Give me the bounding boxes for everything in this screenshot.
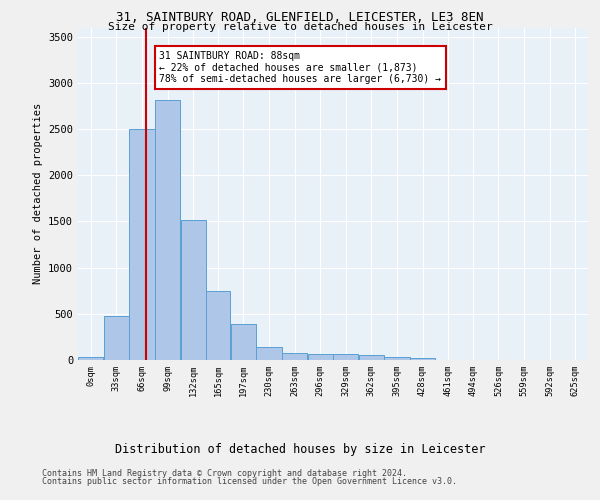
Bar bbox=[308, 354, 333, 360]
Bar bbox=[385, 357, 410, 360]
Y-axis label: Number of detached properties: Number of detached properties bbox=[32, 103, 43, 284]
Text: Contains HM Land Registry data © Crown copyright and database right 2024.: Contains HM Land Registry data © Crown c… bbox=[42, 468, 407, 477]
Bar bbox=[155, 100, 180, 360]
Bar bbox=[181, 220, 206, 360]
Bar bbox=[359, 355, 384, 360]
Bar bbox=[78, 357, 103, 360]
Text: Distribution of detached houses by size in Leicester: Distribution of detached houses by size … bbox=[115, 442, 485, 456]
Bar bbox=[333, 354, 358, 360]
Bar bbox=[206, 290, 230, 360]
Text: 31, SAINTBURY ROAD, GLENFIELD, LEICESTER, LE3 8EN: 31, SAINTBURY ROAD, GLENFIELD, LEICESTER… bbox=[116, 11, 484, 24]
Text: Contains public sector information licensed under the Open Government Licence v3: Contains public sector information licen… bbox=[42, 477, 457, 486]
Bar bbox=[231, 324, 256, 360]
Bar bbox=[104, 316, 129, 360]
Bar bbox=[410, 358, 435, 360]
Text: 31 SAINTBURY ROAD: 88sqm
← 22% of detached houses are smaller (1,873)
78% of sem: 31 SAINTBURY ROAD: 88sqm ← 22% of detach… bbox=[160, 50, 442, 84]
Bar bbox=[282, 352, 307, 360]
Bar bbox=[256, 346, 281, 360]
Text: Size of property relative to detached houses in Leicester: Size of property relative to detached ho… bbox=[107, 22, 493, 32]
Bar bbox=[130, 129, 155, 360]
